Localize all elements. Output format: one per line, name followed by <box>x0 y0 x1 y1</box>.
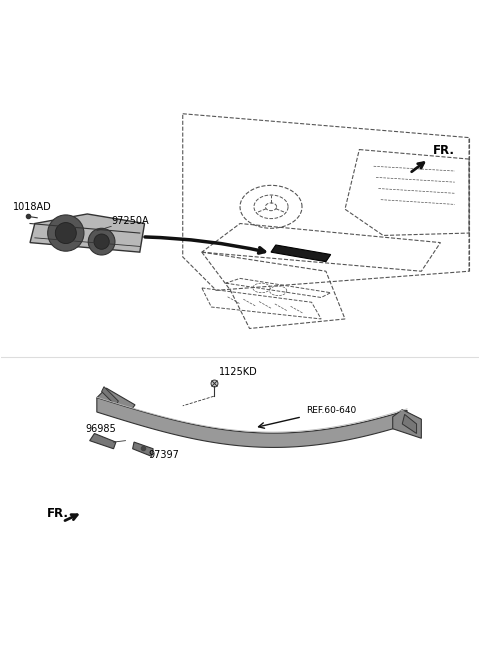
Polygon shape <box>97 388 135 415</box>
Text: 97397: 97397 <box>148 450 179 460</box>
Polygon shape <box>393 409 421 438</box>
Circle shape <box>55 223 76 244</box>
Text: FR.: FR. <box>433 144 455 157</box>
Polygon shape <box>402 415 417 434</box>
Text: 97250A: 97250A <box>111 216 149 226</box>
Polygon shape <box>271 245 331 261</box>
Polygon shape <box>132 442 153 457</box>
Polygon shape <box>102 387 118 406</box>
Polygon shape <box>97 397 407 447</box>
Circle shape <box>94 234 109 249</box>
Text: FR.: FR. <box>47 507 69 520</box>
Text: 1018AD: 1018AD <box>13 202 52 212</box>
Text: 96985: 96985 <box>85 424 116 434</box>
Circle shape <box>48 215 84 251</box>
Polygon shape <box>90 434 116 449</box>
Polygon shape <box>30 214 144 252</box>
Text: 1125KD: 1125KD <box>218 367 257 377</box>
Text: REF.60-640: REF.60-640 <box>306 406 356 415</box>
Circle shape <box>88 228 115 255</box>
